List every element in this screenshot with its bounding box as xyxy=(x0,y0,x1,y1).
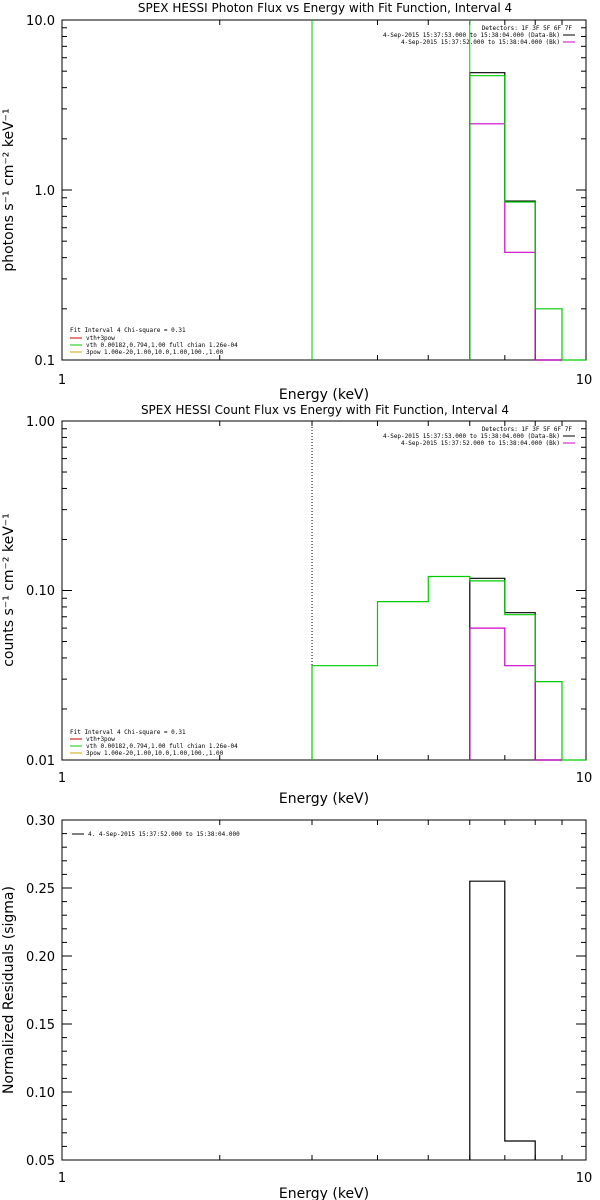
resid-xtick-10: 10 xyxy=(576,1171,593,1186)
count-plot-frame xyxy=(61,420,587,761)
count-xtick-1: 1 xyxy=(58,771,66,786)
resid-y-axis-label: Normalized Residuals (sigma) xyxy=(1,886,17,1094)
resid-ytick-0.15: 0.15 xyxy=(26,1018,55,1033)
photon-ytick-0.1: 0.1 xyxy=(34,354,55,369)
photon-y-axis-label: photons s⁻¹ cm⁻² keV⁻¹ xyxy=(1,108,17,271)
photon-xtick-1: 1 xyxy=(58,373,66,388)
photon-series-0-histogram xyxy=(469,72,562,361)
photon-data-interval-text: 4-Sep-2015 15:37:53.000 to 15:38:04.000 … xyxy=(383,32,560,39)
count-detectors-text: Detectors: 1F 3F 5F 6F 7F xyxy=(482,426,573,433)
photon-series-1-histogram xyxy=(469,123,562,361)
photon-xtick-10: 10 xyxy=(576,373,593,388)
photon-series-2-histogram xyxy=(469,75,586,361)
count-fit-vth-text: vth 0.00182,0.794,1.00 full chian 1.26e-… xyxy=(86,743,238,750)
count-fit-model-text: vth+3pow xyxy=(86,736,115,743)
photon-fit-model-text: vth+3pow xyxy=(86,335,115,342)
count-ytick-0.10: 0.10 xyxy=(26,584,55,599)
resid-ytick-0.05: 0.05 xyxy=(26,1154,55,1169)
resid-ytick-0.30: 0.30 xyxy=(26,814,55,829)
resid-legend-text: 4. 4-Sep-2015 15:37:52.000 to 15:38:04.0… xyxy=(88,831,240,838)
count-ytick-0.01: 0.01 xyxy=(26,754,55,769)
count-flux-panel: SPEX HESSI Count Flux vs Energy with Fit… xyxy=(1,403,592,807)
resid-ytick-0.20: 0.20 xyxy=(26,950,55,965)
count-series-2-histogram xyxy=(311,575,586,761)
count-chart-title: SPEX HESSI Count Flux vs Energy with Fit… xyxy=(141,403,509,417)
resid-ytick-0.10: 0.10 xyxy=(26,1086,55,1101)
count-fit-interval-text: Fit Interval 4 Chi-square = 0.31 xyxy=(70,729,186,736)
count-series-1-histogram xyxy=(469,627,562,761)
photon-flux-panel: SPEX HESSI Photon Flux vs Energy with Fi… xyxy=(1,1,592,403)
photon-fit-vth-text: vth 0.00182,0.794,1.00 full chian 1.26e-… xyxy=(86,342,238,349)
resid-x-axis-label: Energy (keV) xyxy=(279,1186,369,1200)
residuals-panel: 0.30 0.25 0.20 0.15 0.10 0.05 1 10 Energ… xyxy=(1,814,592,1200)
photon-chart-title: SPEX HESSI Photon Flux vs Energy with Fi… xyxy=(138,1,512,15)
count-fit-pow-text: 3pow 1.00e-20,1.00,10.0,1.00,100.,1.00 xyxy=(86,750,224,757)
resid-xtick-1: 1 xyxy=(58,1171,66,1186)
photon-x-axis-label: Energy (keV) xyxy=(279,387,369,403)
photon-plot-frame xyxy=(61,19,587,361)
photon-fit-interval-text: Fit Interval 4 Chi-square = 0.31 xyxy=(70,327,186,334)
count-data-interval-text: 4-Sep-2015 15:37:53.000 to 15:38:04.000 … xyxy=(383,433,560,440)
resid-ytick-0.25: 0.25 xyxy=(26,882,55,897)
photon-bk-interval-text: 4-Sep-2015 15:37:52.000 to 15:38:04.000 … xyxy=(401,39,560,46)
count-y-axis-label: counts s⁻¹ cm⁻² keV⁻¹ xyxy=(1,513,17,667)
photon-detectors-text: Detectors: 1F 3F 5F 6F 7F xyxy=(482,25,573,32)
count-xtick-10: 10 xyxy=(576,771,593,786)
count-ytick-1.00: 1.00 xyxy=(26,415,55,430)
photon-ytick-10: 10.0 xyxy=(26,14,55,29)
photon-fit-pow-text: 3pow 1.00e-20,1.00,10.0,1.00,100.,1.00 xyxy=(86,349,224,356)
count-series-0-histogram xyxy=(469,577,562,761)
count-bk-interval-text: 4-Sep-2015 15:37:52.000 to 15:38:04.000 … xyxy=(401,440,560,447)
photon-ytick-1: 1.0 xyxy=(34,184,55,199)
resid-series-0-histogram xyxy=(469,880,536,1160)
count-x-axis-label: Energy (keV) xyxy=(279,791,369,807)
residuals-plot-frame xyxy=(61,819,587,1161)
